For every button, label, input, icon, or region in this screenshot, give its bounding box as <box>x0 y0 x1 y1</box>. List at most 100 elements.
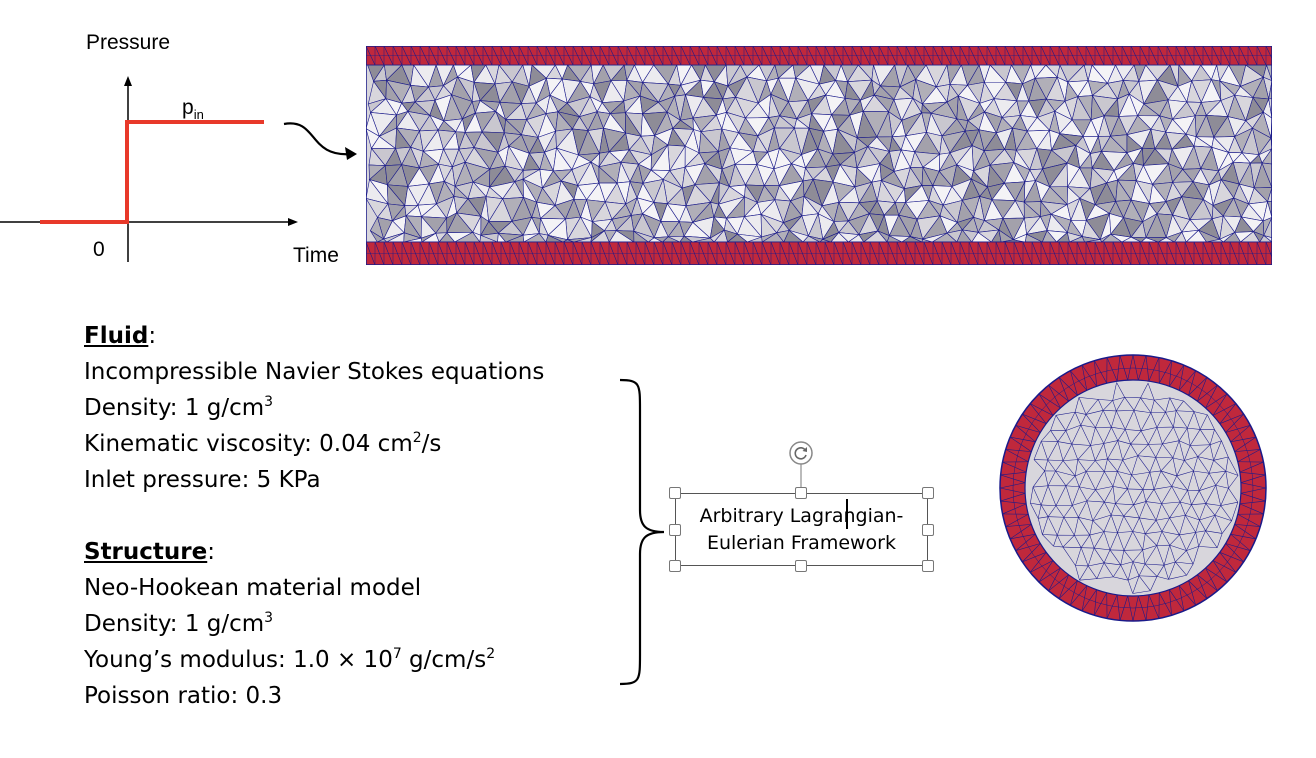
lumen-mesh-line <box>1077 459 1087 472</box>
lumen-mesh-line <box>1057 430 1067 442</box>
lumen-mesh-line <box>1210 440 1222 445</box>
ring-mesh-line <box>1132 354 1139 381</box>
framework-textbox[interactable]: Arbitrary Lagrangian- Eulerian Framework <box>675 493 928 566</box>
ring-mesh-line <box>1081 364 1097 387</box>
ring-mesh-line <box>1148 357 1160 382</box>
lumen-mesh-line <box>1071 443 1091 446</box>
ring-mesh-line <box>1132 367 1145 369</box>
lumen-mesh-line <box>1062 546 1082 548</box>
framework-line-1: Arbitrary Lagrangian- <box>699 504 904 527</box>
lumen-mesh-line <box>1169 544 1187 551</box>
resize-handle-top-right[interactable] <box>922 487 934 499</box>
lumen-mesh-line <box>1132 549 1143 562</box>
lumen-mesh-line <box>1156 517 1170 521</box>
lumen-mesh-line <box>1205 485 1217 504</box>
rotate-icon[interactable] <box>788 440 814 466</box>
lumen-mesh-line <box>1127 561 1134 581</box>
lumen-mesh-line <box>1184 460 1194 472</box>
ring-mesh-line <box>1040 563 1049 574</box>
curved-arrow <box>283 122 353 156</box>
lumen-mesh-line <box>1112 397 1125 401</box>
lumen-mesh-line <box>1077 445 1091 460</box>
lumen-mesh-line <box>1208 460 1214 474</box>
resize-handle-left[interactable] <box>669 524 681 536</box>
lumen-mesh-line <box>1055 470 1076 477</box>
ring-mesh-line <box>1098 370 1110 374</box>
resize-handle-right[interactable] <box>922 524 934 536</box>
ring-mesh-line <box>1234 449 1261 452</box>
lumen-mesh-line <box>1142 472 1151 490</box>
lumen-mesh-line <box>1122 455 1138 461</box>
lumen-mesh-line <box>1079 565 1089 581</box>
lumen-mesh-line <box>1078 397 1087 415</box>
lumen-mesh-line <box>1044 470 1049 486</box>
lumen-mesh-line <box>1193 411 1201 430</box>
lumen-mesh-line <box>1163 561 1176 566</box>
resize-handle-bottom-right[interactable] <box>922 560 934 572</box>
resize-handle-bottom[interactable] <box>795 560 807 572</box>
ring-mesh-line <box>1048 574 1069 592</box>
ring-mesh-line <box>1158 592 1172 616</box>
lumen-mesh-line <box>1140 397 1152 413</box>
ring-mesh-line <box>1169 589 1185 612</box>
lumen-mesh-line <box>1112 471 1118 487</box>
ring-mesh-line <box>1015 533 1036 551</box>
ring-mesh-line <box>1005 524 1032 527</box>
lumen-mesh-line <box>1055 460 1064 472</box>
lumen-mesh-line <box>1162 440 1180 445</box>
ring-mesh-line <box>1000 500 1027 505</box>
lumen-mesh-line <box>1033 441 1042 460</box>
ring-mesh-line <box>1199 580 1210 588</box>
ring-mesh-line <box>1030 403 1054 416</box>
ring-mesh-line <box>1145 594 1150 621</box>
ring-mesh-line <box>1225 543 1244 563</box>
ring-mesh-line <box>1225 413 1244 433</box>
lumen-mesh-line <box>1156 427 1163 445</box>
lumen-mesh-line <box>1221 440 1229 458</box>
ring-mesh-line <box>1048 385 1061 409</box>
resize-handle-bottom-left[interactable] <box>669 560 681 572</box>
lumen-mesh-line <box>1209 470 1226 474</box>
resize-handle-top[interactable] <box>795 487 807 499</box>
lumen-mesh-line <box>1078 517 1090 536</box>
lumen-mesh-line <box>1216 533 1223 548</box>
ring-mesh-line <box>1189 587 1200 595</box>
lumen-mesh-line <box>1205 515 1216 531</box>
lumen-mesh-line <box>1189 429 1201 446</box>
lumen-mesh-line <box>1172 440 1180 458</box>
x-axis-label: Time <box>293 244 339 267</box>
curved-arrow-head <box>345 147 357 160</box>
resize-handle-top-left[interactable] <box>669 487 681 499</box>
lumen-mesh-line <box>1163 545 1170 566</box>
lumen-mesh-line <box>1198 530 1206 547</box>
lumen-mesh-line <box>1122 459 1132 476</box>
lumen-mesh-line <box>1042 534 1058 536</box>
lumen-mesh-line <box>1092 514 1112 521</box>
lumen-mesh-line <box>1132 561 1146 565</box>
ring-mesh-line <box>1070 580 1078 606</box>
ring-mesh-line <box>1188 370 1196 396</box>
lumen-mesh-line <box>1168 561 1176 580</box>
lumen-mesh-line <box>1075 547 1082 566</box>
y-axis-arrow <box>124 76 132 86</box>
fluid-properties: Fluid: Incompressible Navier Stokes equa… <box>84 318 544 714</box>
ring-mesh-line <box>1247 511 1251 523</box>
lumen-mesh-line <box>1145 501 1157 521</box>
ring-mesh-line <box>1189 381 1200 389</box>
lumen-mesh-line <box>1205 503 1221 506</box>
lumen-mesh-line <box>1187 470 1194 491</box>
lumen-mesh-line <box>1113 564 1121 577</box>
ring-mesh-line <box>1015 543 1041 551</box>
ring-mesh-line <box>1230 425 1251 443</box>
lumen-mesh-line <box>1053 535 1058 547</box>
lumen-mesh-line <box>1153 486 1172 490</box>
lumen-mesh-line <box>1120 550 1125 566</box>
lumen-mesh-line <box>1137 455 1151 473</box>
structure-heading: Structure <box>84 539 208 565</box>
lumen-mesh-line <box>1156 531 1163 546</box>
ring-mesh-line <box>1070 585 1088 606</box>
lumen-mesh-line <box>1138 575 1151 591</box>
lumen-mesh-line <box>1131 471 1150 476</box>
ring-mesh-line <box>1232 421 1240 432</box>
lumen-mesh-line <box>1093 531 1105 549</box>
